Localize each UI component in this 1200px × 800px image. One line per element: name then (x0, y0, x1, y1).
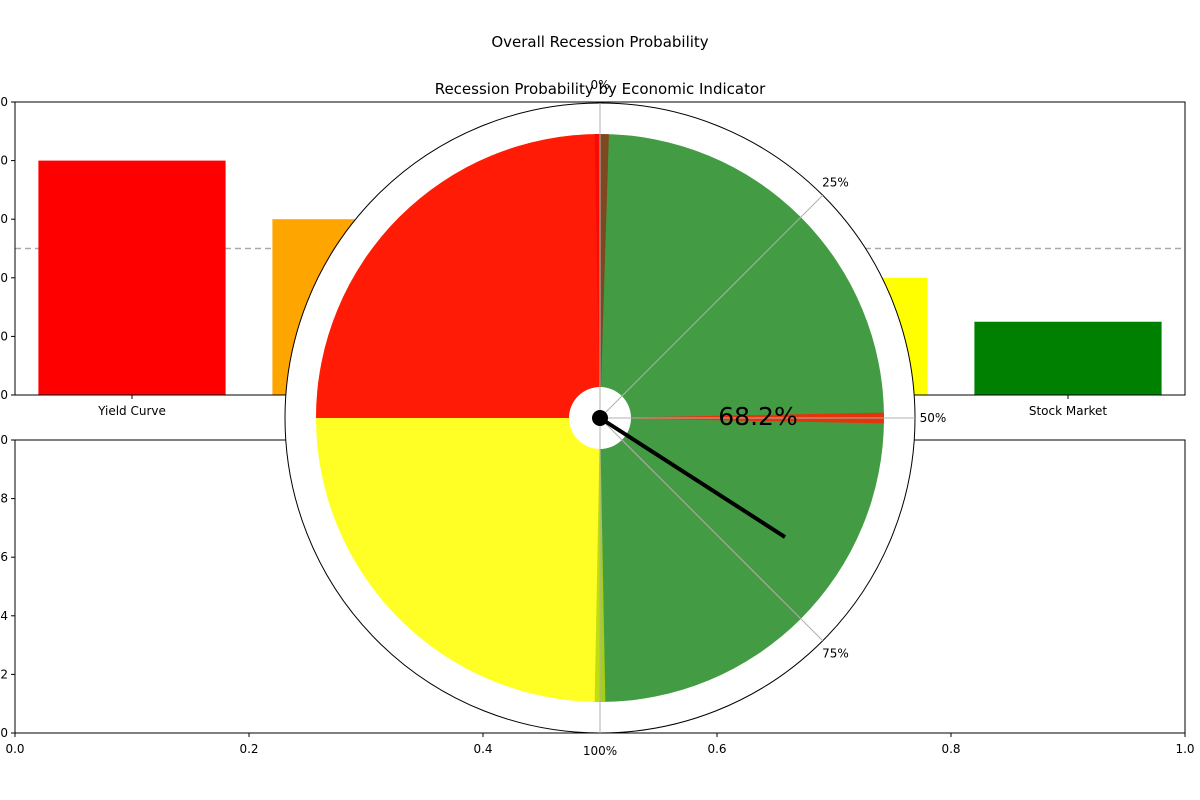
gauge-zone-2 (316, 418, 600, 702)
gauge-zone-red (316, 134, 600, 418)
gauge-tick-label: 50% (920, 411, 947, 425)
empty-axes-x-ticks: 0.0 0.2 0.4 0.6 0.8 1.0 (5, 733, 1195, 756)
gauge-boundary-sliver (600, 134, 609, 418)
gauge-needle (598, 416, 787, 539)
empty-y-tick-label: 0 (0, 726, 8, 740)
empty-y-tick-label: 2 (0, 667, 8, 681)
gauge-tick-label: 100% (583, 744, 617, 758)
empty-y-tick-label: 6 (0, 550, 8, 564)
gauge-grid-line (599, 194, 824, 419)
bar-x-tick-label: Stock Market (1029, 404, 1108, 418)
empty-x-tick-label: 1.0 (1175, 742, 1194, 756)
gauge-tick-labels: 0% 25% 50% 75% 100% (583, 78, 946, 758)
recession-gauge: 0% 25% 50% 75% 100% 68.2% (284, 78, 946, 758)
gauge-value-label: 68.2% (718, 402, 797, 431)
gauge-tick-label: 75% (822, 646, 849, 660)
bar-x-tick-label: Yield Curve (97, 404, 166, 418)
gauge-tick-label: 25% (822, 176, 849, 190)
bar-y-tick-label: 0 (0, 212, 8, 226)
gauge-tick-label: 0% (590, 78, 609, 92)
bar-stock-market (974, 321, 1162, 395)
bar-y-tick-label: 0 (0, 329, 8, 343)
gauge-grid-lines (599, 103, 915, 733)
bar-y-axis-ticks: 0 0 0 0 0 0 (0, 95, 15, 402)
gauge-needle-pivot (592, 410, 608, 426)
empty-x-tick-label: 0.8 (941, 742, 960, 756)
bar-y-tick-label: 0 (0, 95, 8, 109)
bar-y-tick-label: 0 (0, 388, 8, 402)
empty-y-tick-label: 0 (0, 433, 8, 447)
bar-chart-title: Recession Probability by Economic Indica… (435, 80, 766, 98)
empty-x-tick-label: 0.4 (473, 742, 492, 756)
figure-suptitle: Overall Recession Probability (491, 33, 708, 51)
empty-y-tick-label: 4 (0, 609, 8, 623)
gauge-needle-layer (592, 410, 787, 539)
empty-axes-y-ticks: 0 2 4 6 8 0 (0, 433, 15, 740)
empty-x-tick-label: 0.6 (707, 742, 726, 756)
empty-x-tick-label: 0.0 (5, 742, 24, 756)
gauge-grid-line (599, 417, 824, 642)
bar-y-tick-label: 0 (0, 271, 8, 285)
empty-x-tick-label: 0.2 (239, 742, 258, 756)
bar-y-tick-label: 0 (0, 154, 8, 168)
bar-yield-curve (38, 160, 226, 395)
empty-y-tick-label: 8 (0, 492, 8, 506)
